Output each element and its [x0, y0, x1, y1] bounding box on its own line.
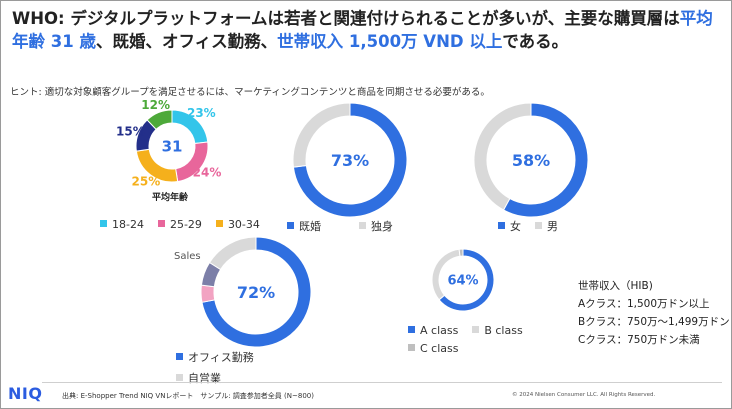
marital-slice-1 [292, 102, 351, 168]
income-legend: A class B class C class [408, 324, 537, 360]
legend-label: 女 [510, 220, 521, 233]
legend-label: 18-24 [112, 218, 144, 231]
legend-label: 25-29 [169, 218, 202, 231]
occupation-center-value: 72% [237, 283, 275, 302]
legend-item-25-29: 25-29 [157, 218, 202, 231]
legend-label: 男 [547, 220, 558, 233]
sales-label: Sales [174, 251, 201, 262]
hib-b-class: Bクラス：750万～1,499万ドン [578, 316, 730, 328]
legend-swatch [176, 374, 183, 381]
legend-swatch [535, 222, 542, 229]
legend-label: 自営業 [188, 372, 221, 385]
age-center-value: 31 [162, 137, 183, 155]
legend-item-male: 男 [535, 218, 558, 234]
legend-item-married: 既婚 [287, 218, 321, 234]
legend-label: C class [420, 342, 459, 355]
age-donut-chart: 23% 24% 25% 15% 12% 31 [116, 98, 222, 188]
footer-divider [42, 382, 722, 383]
marital-legend: 既婚 独身 [287, 218, 407, 234]
source-note: 出典: E-Shopper Trend NIQ VNレポート サンプル: 調査参… [62, 392, 314, 400]
legend-swatch [359, 222, 366, 229]
legend-item-self-employed: 自営業 [176, 370, 254, 386]
occupation-donut-chart: 72% [200, 236, 312, 348]
niq-logo: NIQ [8, 384, 43, 403]
legend-swatch [157, 220, 165, 227]
legend-item-b-class: B class [472, 324, 523, 337]
legend-swatch [408, 326, 415, 333]
legend-swatch [472, 326, 480, 333]
title-part-5: である。 [502, 32, 569, 51]
legend-item-a-class: A class [408, 324, 458, 337]
legend-row: A class B class [408, 324, 537, 337]
marital-center-value: 73% [331, 151, 369, 170]
title-part-1: WHO: デジタルプラットフォームは若者と関連付けられることが多いが、主要な購買… [12, 9, 680, 28]
gender-donut-chart: 58% [473, 102, 589, 218]
legend-label: 30-34 [227, 218, 260, 231]
legend-label: A class [420, 324, 459, 337]
age-slice-4 [146, 109, 173, 131]
income_class-slice-2 [458, 248, 464, 257]
age-slice-label-4: 12% [141, 98, 170, 112]
legend-label: 独身 [371, 220, 393, 233]
gender-center-value: 58% [512, 151, 550, 170]
gender-legend: 女男 [498, 218, 572, 234]
legend-item-18-24: 18-24 [100, 218, 144, 231]
legend-label: 既婚 [299, 220, 321, 233]
hib-title: 世帯収入（HIB) [578, 280, 653, 292]
gender-slice-1 [473, 102, 532, 211]
legend-item-female: 女 [498, 218, 521, 234]
occupation-legend: オフィス勤務 自営業 [176, 349, 254, 391]
legend-item-c-class: C class [408, 342, 537, 355]
legend-swatch [408, 344, 415, 351]
hib-a-class: Aクラス：1,500万ドン以上 [578, 298, 710, 310]
title-highlight-income: 世帯収入 1,500万 VND 以上 [277, 32, 503, 51]
age-legend: 18-24 25-29 30-34 [100, 218, 274, 231]
legend-item-office: オフィス勤務 [176, 349, 254, 365]
legend-swatch [176, 353, 183, 360]
age-slice-label-3: 15% [116, 125, 145, 139]
title-highlight-age: 平均年齢 31 歳 [12, 9, 713, 51]
income-donut-chart: 64% [431, 248, 495, 312]
hint-text: ヒント: 適切な対象顧客グループを満足させるには、マーケティングコンテンツと商品… [10, 87, 490, 98]
legend-swatch [498, 222, 505, 229]
marital-slice-0 [292, 102, 408, 218]
legend-label: B class [484, 324, 523, 337]
income-class-definitions: 世帯収入（HIB) Aクラス：1,500万ドン以上 Bクラス：750万～1,49… [578, 277, 730, 349]
age-slice-label-0: 23% [187, 106, 216, 120]
age-slice-label-1: 24% [193, 166, 222, 180]
occupation-slice-3 [208, 236, 257, 271]
slide-title: WHO: デジタルプラットフォームは若者と関連付けられることが多いが、主要な購買… [12, 7, 724, 53]
copyright-note: © 2024 Nielsen Consumer LLC. All Rights … [512, 392, 656, 398]
legend-swatch [100, 220, 107, 227]
income_class-center-value: 64% [447, 274, 478, 289]
hib-c-class: Cクラス：750万ドン未満 [578, 334, 700, 346]
title-part-3: 、既婚、オフィス勤務、 [95, 32, 278, 51]
age-caption: 平均年齢 [152, 193, 189, 203]
legend-swatch [287, 222, 294, 229]
age-slice-label-2: 25% [132, 174, 161, 188]
legend-label: オフィス勤務 [188, 351, 254, 364]
occupation-slice-1 [200, 284, 216, 303]
marital-donut-chart: 73% [292, 102, 408, 218]
legend-item-single: 独身 [359, 218, 393, 234]
legend-swatch [215, 220, 223, 227]
legend-item-30-34: 30-34 [215, 218, 260, 231]
occupation-slice-0 [201, 236, 312, 348]
